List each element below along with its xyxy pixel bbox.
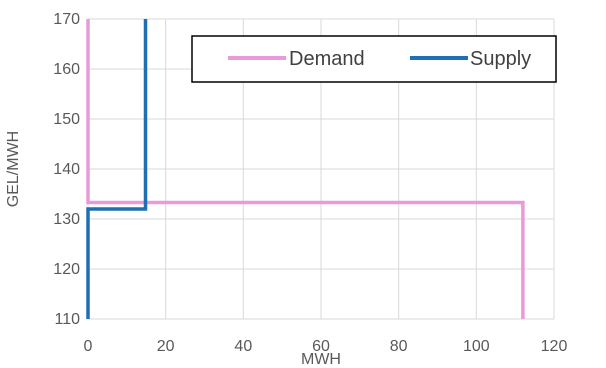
y-tick-label-160: 160 [53,61,80,78]
x-tick-label-40: 40 [234,338,252,355]
legend: Demand Supply [191,35,557,83]
x-tick-label-100: 100 [463,338,490,355]
tick-labels: 110 120 130 140 150 160 170 0 20 40 60 80 100 120 [53,11,567,355]
y-axis-title: GEL/MWH [5,131,22,207]
y-tick-label-130: 130 [53,211,80,228]
y-tick-label-170: 170 [53,11,80,28]
x-tick-label-0: 0 [84,338,93,355]
legend-label-supply: Supply [470,48,531,70]
y-tick-label-150: 150 [53,111,80,128]
series-line-supply [86,19,148,319]
x-tick-label-120: 120 [541,338,568,355]
series-line-demand [86,19,525,319]
x-axis-title: MWH [301,351,341,368]
series-lines [86,19,525,319]
legend-label-demand: Demand [289,48,365,70]
x-tick-label-60: 60 [312,338,330,355]
y-tick-label-120: 120 [53,261,80,278]
y-tick-label-140: 140 [53,161,80,178]
x-tick-label-20: 20 [157,338,175,355]
y-tick-label-110: 110 [54,311,80,328]
x-tick-label-80: 80 [390,338,408,355]
